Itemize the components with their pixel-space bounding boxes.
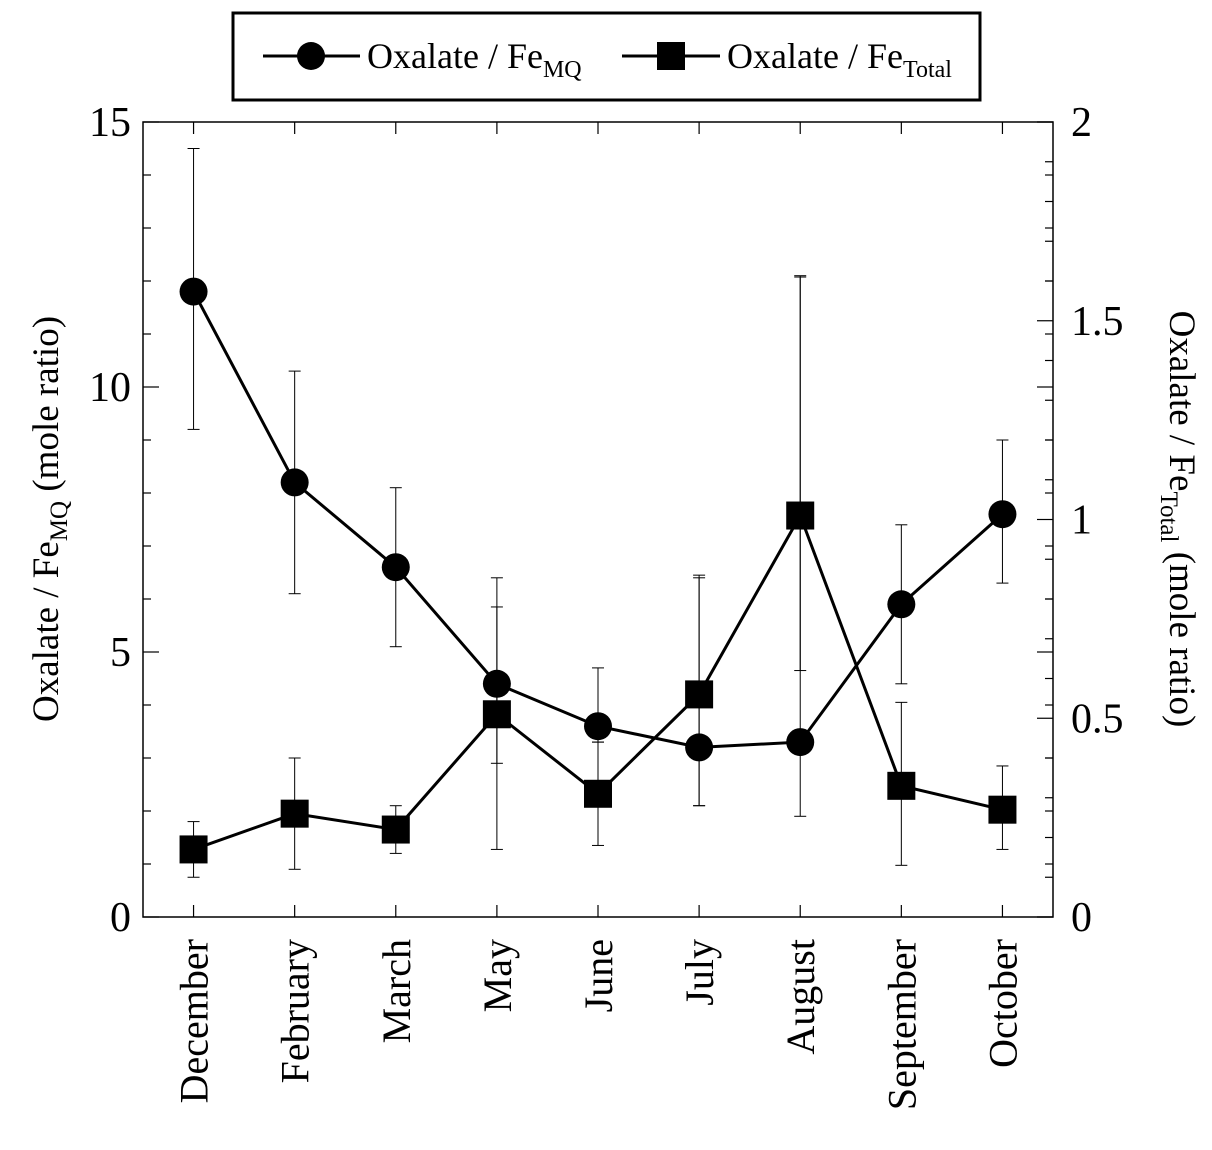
data-point-square <box>280 799 309 828</box>
data-point-square <box>584 779 612 808</box>
data-point-circle <box>584 712 612 741</box>
data-point-square <box>179 835 208 864</box>
legend-marker-square <box>657 42 685 70</box>
error-bars <box>187 148 1009 878</box>
data-point-circle <box>482 669 511 698</box>
right-tick-label: 0.5 <box>1071 696 1124 742</box>
left-tick-label: 5 <box>110 630 131 676</box>
legend-label-total: Oxalate / FeTotal <box>727 36 952 83</box>
left-tick-label: 15 <box>89 100 131 146</box>
x-tick-label: June <box>576 939 621 1012</box>
x-tick-label: May <box>475 939 520 1012</box>
data-point-square <box>381 815 410 844</box>
x-tick-label: December <box>172 939 217 1103</box>
data-point-circle <box>685 733 714 762</box>
legend-marker-circle <box>297 42 325 70</box>
x-axis: December February March May June July August Se… <box>172 122 1025 1110</box>
data-point-square <box>685 680 714 709</box>
data-point-circle <box>887 590 916 619</box>
x-tick-label: September <box>879 939 924 1110</box>
right-tick-label: 2 <box>1071 100 1092 146</box>
left-tick-label: 10 <box>89 365 131 411</box>
x-tick-label: July <box>677 939 722 1006</box>
x-tick-label: March <box>374 939 419 1043</box>
data-point-circle <box>381 553 410 582</box>
data-point-square <box>887 771 916 800</box>
right-tick-label: 1 <box>1071 498 1092 544</box>
x-tick-label: October <box>980 939 1025 1068</box>
right-axis: 0 0.5 1 1.5 2 <box>1037 100 1124 941</box>
data-point-circle <box>280 468 309 497</box>
left-tick-label: 0 <box>110 895 131 941</box>
right-tick-label: 1.5 <box>1071 299 1124 345</box>
x-tick-label: August <box>778 939 823 1055</box>
data-point-square <box>482 700 511 729</box>
left-axis: 0 5 10 15 <box>89 100 1053 941</box>
data-point-square <box>786 501 815 530</box>
legend: Oxalate / FeMQ Oxalate / FeTotal <box>231 11 982 102</box>
right-tick-label: 0 <box>1071 895 1092 941</box>
data-markers <box>179 277 1017 864</box>
x-tick-label: February <box>273 939 318 1083</box>
legend-label-mq: Oxalate / FeMQ <box>367 36 582 83</box>
data-point-circle <box>786 728 815 757</box>
data-point-circle <box>988 500 1017 529</box>
left-axis-title: Oxalate / FeMQ (mole ratio) <box>26 316 73 722</box>
data-point-circle <box>179 277 208 306</box>
data-point-square <box>988 795 1017 824</box>
right-axis-title: Oxalate / FeTotal (mole ratio) <box>1155 311 1202 728</box>
